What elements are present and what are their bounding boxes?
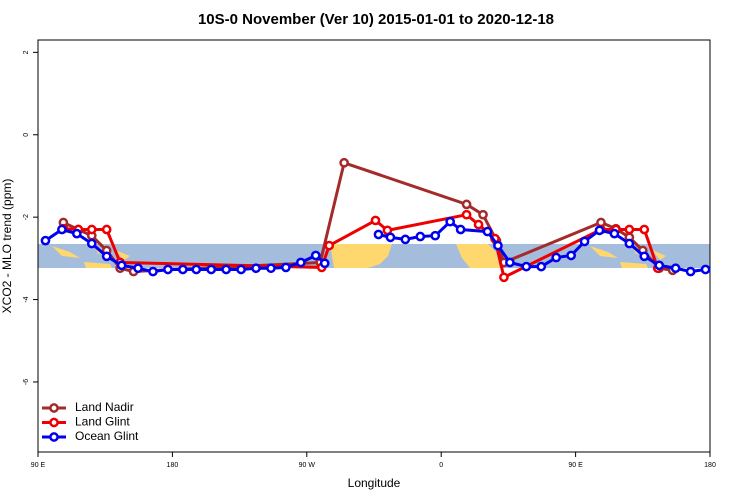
data-point <box>594 225 605 236</box>
data-point <box>57 224 67 235</box>
data-point <box>40 235 51 246</box>
data-point <box>370 215 381 226</box>
y-tick-label: -6 <box>23 379 30 385</box>
land-shapes <box>52 244 666 268</box>
legend-marker <box>49 403 59 413</box>
legend-marker <box>49 432 59 442</box>
data-point <box>700 264 711 275</box>
legend-label: Land Nadir <box>75 400 134 414</box>
data-point <box>163 264 173 275</box>
data-point <box>385 232 396 243</box>
data-point <box>310 250 321 261</box>
data-point <box>148 266 158 277</box>
data-point <box>206 264 217 275</box>
data-point <box>461 209 472 220</box>
legend-label: Ocean Glint <box>75 429 139 443</box>
data-point <box>430 230 441 241</box>
data-point <box>654 260 665 271</box>
data-point <box>251 263 261 274</box>
data-point <box>178 264 188 275</box>
data-point <box>566 250 576 261</box>
x-axis-label: Longitude <box>348 476 401 490</box>
x-tick-label: 180 <box>167 462 179 469</box>
x-tick-label: 90 E <box>568 462 583 469</box>
data-point <box>609 228 620 239</box>
data-point <box>445 216 456 227</box>
data-point <box>86 238 97 249</box>
data-point <box>71 228 82 239</box>
data-point <box>493 240 503 251</box>
data-point <box>221 264 232 275</box>
data-point <box>455 224 466 235</box>
data-point <box>101 251 112 262</box>
data-point <box>499 272 509 283</box>
data-point <box>133 263 143 274</box>
x-tick-label: 0 <box>439 462 443 469</box>
data-point <box>373 229 384 240</box>
x-tick-label: 90 E <box>31 462 46 469</box>
y-tick-label: -2 <box>23 214 30 220</box>
data-point <box>461 199 472 210</box>
data-point <box>685 266 696 277</box>
data-point <box>339 157 349 168</box>
y-tick-label: 0 <box>23 133 30 137</box>
data-point <box>624 224 635 235</box>
data-point <box>266 263 276 274</box>
data-point <box>478 209 488 220</box>
plot-frame <box>37 39 711 453</box>
legend-label: Land Glint <box>75 415 130 429</box>
legend-marker <box>49 417 59 428</box>
data-point <box>86 224 97 235</box>
data-point <box>236 264 246 275</box>
data-point <box>191 264 202 275</box>
chart-title: 10S-0 November (Ver 10) 2015-01-01 to 20… <box>198 11 554 28</box>
data-point <box>639 224 650 235</box>
data-point <box>116 260 127 271</box>
y-tick-label: -4 <box>23 296 30 302</box>
data-point <box>670 263 681 274</box>
x-tick-label: 180 <box>704 462 716 469</box>
data-point <box>579 236 590 247</box>
y-axis-label: XCO2 - MLO trend (ppm) <box>0 179 14 314</box>
plot-area <box>37 39 711 453</box>
data-point <box>295 257 306 268</box>
data-point <box>482 226 493 237</box>
data-point <box>101 224 112 235</box>
data-point <box>639 251 650 262</box>
data-point <box>505 257 515 268</box>
data-point <box>473 219 484 230</box>
data-point <box>281 262 291 273</box>
data-point <box>521 261 532 272</box>
data-point <box>324 240 335 251</box>
y-tick-label: 2 <box>23 50 30 54</box>
data-point <box>415 231 426 242</box>
x-tick-label: 90 W <box>299 462 316 469</box>
data-point <box>536 261 547 272</box>
data-point <box>319 258 330 269</box>
data-point <box>400 234 411 245</box>
data-point <box>551 252 562 263</box>
data-point <box>624 238 635 249</box>
